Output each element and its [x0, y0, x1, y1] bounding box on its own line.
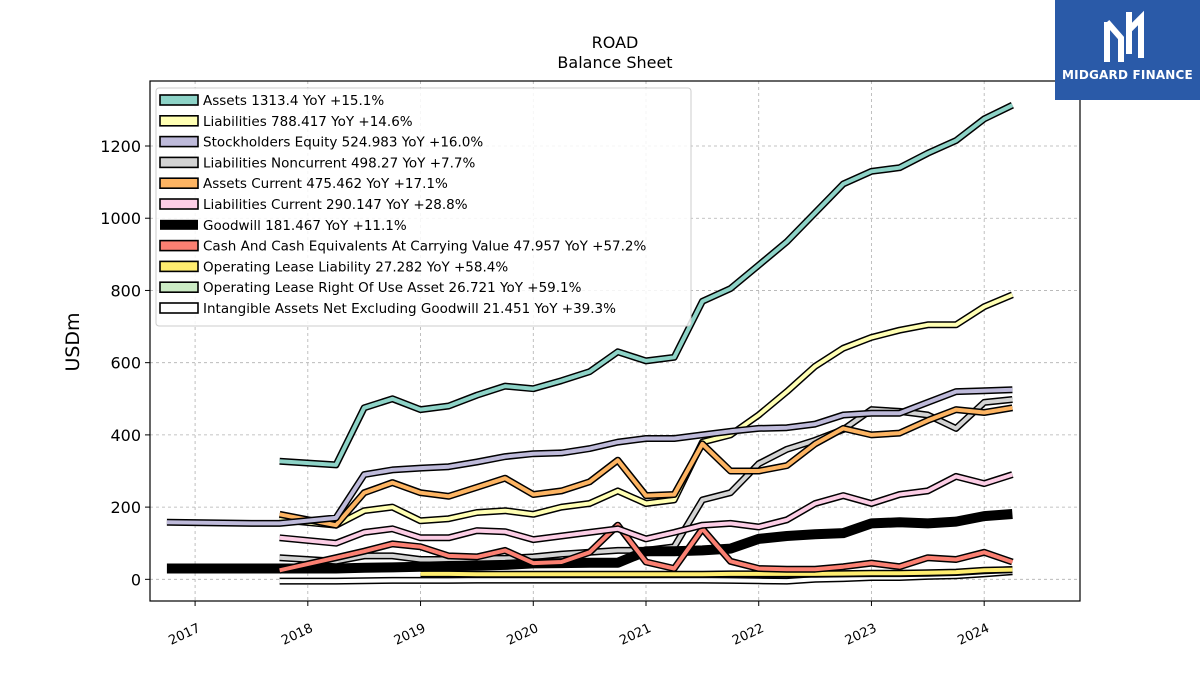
chart-title: ROAD	[592, 33, 639, 52]
legend-label: Goodwill 181.467 YoY +11.1%	[203, 218, 407, 234]
series-line	[279, 103, 1014, 467]
legend-item: Cash And Cash Equivalents At Carrying Va…	[159, 239, 647, 255]
y-tick-label: 800	[110, 281, 141, 300]
series-line	[279, 405, 1013, 528]
legend-item: Liabilities 788.417 YoY +14.6%	[159, 114, 413, 130]
series-0	[279, 102, 1014, 469]
brand-name: MIDGARD FINANCE	[1062, 68, 1193, 82]
legend-item: Operating Lease Liability 27.282 YoY +58…	[159, 259, 508, 275]
legend-label: Liabilities Noncurrent 498.27 YoY +7.7%	[203, 155, 476, 171]
legend-swatch	[159, 198, 199, 210]
y-axis-label: USDm	[62, 312, 84, 371]
series-5	[279, 471, 1014, 547]
legend-swatch	[159, 281, 199, 294]
legend-swatch	[160, 219, 198, 230]
series-layer	[166, 102, 1014, 585]
legend-swatch	[159, 177, 199, 189]
y-tick-label: 200	[110, 498, 141, 517]
series-line	[279, 569, 1013, 584]
legend-item: Intangible Assets Net Excluding Goodwill…	[159, 301, 616, 317]
legend-item: Liabilities Current 290.147 YoY +28.8%	[159, 197, 468, 213]
chart-subtitle: Balance Sheet	[557, 53, 672, 72]
legend-swatch	[159, 156, 199, 169]
series-line-goodwill	[166, 509, 1013, 574]
brand-logo-icon	[1104, 10, 1144, 62]
y-tick-label: 0	[131, 570, 141, 589]
series-line	[279, 472, 1014, 546]
x-tick-label: 2018	[279, 621, 315, 649]
legend-item: Goodwill 181.467 YoY +11.1%	[160, 218, 407, 234]
x-tick-label: 2017	[166, 621, 202, 649]
legend-swatch	[159, 115, 199, 127]
legend-item: Stockholders Equity 524.983 YoY +16.0%	[159, 135, 483, 151]
x-tick-label: 2022	[730, 621, 766, 649]
legend-item: Assets Current 475.462 YoY +17.1%	[159, 176, 448, 192]
x-tick-label: 2023	[843, 621, 879, 649]
legend-label: Liabilities Current 290.147 YoY +28.8%	[203, 197, 468, 213]
legend-label: Intangible Assets Net Excluding Goodwill…	[203, 301, 616, 317]
legend-label: Assets 1313.4 YoY +15.1%	[203, 93, 384, 109]
x-tick-label: 2024	[956, 621, 992, 649]
legend-box	[155, 87, 692, 327]
series-6	[166, 509, 1013, 574]
series-line	[166, 387, 1013, 526]
legend-swatch	[159, 135, 199, 148]
legend-item: Operating Lease Right Of Use Asset 26.72…	[159, 280, 582, 296]
x-tick-label: 2021	[617, 621, 653, 649]
series-10	[279, 568, 1013, 585]
legend-label: Liabilities 788.417 YoY +14.6%	[203, 114, 413, 130]
series-4	[278, 404, 1013, 529]
legend: Assets 1313.4 YoY +15.1% Liabilities 788.…	[155, 87, 692, 327]
x-tick-label: 2020	[505, 621, 541, 649]
legend-label: Assets Current 475.462 YoY +17.1%	[203, 176, 448, 192]
series-line	[279, 292, 1014, 528]
series-1	[279, 291, 1014, 529]
y-tick-label: 600	[110, 354, 141, 373]
legend-item: Assets 1313.4 YoY +15.1%	[159, 93, 384, 109]
series-8	[420, 566, 1013, 578]
x-tick-label: 2019	[392, 621, 428, 649]
series-2	[166, 386, 1013, 527]
plot-frame	[149, 80, 1081, 602]
series-7	[278, 521, 1014, 574]
series-line	[420, 567, 1013, 577]
legend-item: Liabilities Noncurrent 498.27 YoY +7.7%	[159, 155, 476, 171]
y-tick-label: 400	[110, 426, 141, 445]
legend-swatch	[159, 94, 199, 106]
legend-label: Stockholders Equity 524.983 YoY +16.0%	[203, 135, 483, 151]
legend-label: Operating Lease Liability 27.282 YoY +58…	[203, 259, 508, 275]
legend-label: Cash And Cash Equivalents At Carrying Va…	[203, 239, 647, 255]
legend-swatch	[159, 239, 199, 252]
legend-swatch	[159, 302, 199, 314]
y-tick-label: 1200	[100, 137, 141, 156]
legend-swatch	[159, 260, 199, 273]
legend-label: Operating Lease Right Of Use Asset 26.72…	[203, 280, 582, 296]
brand-logo: MIDGARD FINANCE	[1055, 0, 1200, 100]
y-tick-label: 1000	[100, 209, 141, 228]
series-line	[279, 523, 1014, 573]
